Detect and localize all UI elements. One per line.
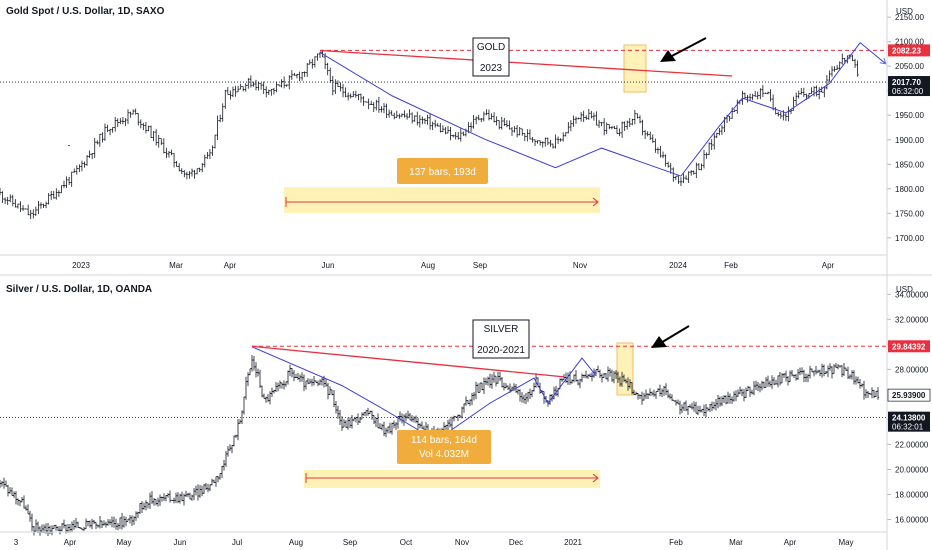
annotation-title: SILVER xyxy=(484,324,519,335)
range-info-text: 114 bars, 164d xyxy=(411,435,477,446)
spike-highlight xyxy=(623,44,647,93)
annotation-box xyxy=(472,319,530,359)
annotation-years: 2023 xyxy=(480,63,503,74)
x-tick-label: Oct xyxy=(400,538,413,547)
range-arrow-head xyxy=(592,473,599,483)
last-price-text: 2017.70 xyxy=(892,78,921,87)
x-tick-label: Sep xyxy=(473,261,488,270)
spike-highlight xyxy=(616,342,634,396)
blue-trend-arrow-head xyxy=(879,57,887,65)
annotation-box xyxy=(472,37,510,77)
y-tick-label: 1700.00 xyxy=(895,234,924,243)
pointer-arrow-head xyxy=(660,50,676,62)
y-tick-label: 2150.00 xyxy=(895,13,924,22)
current-price-text: 25.93900 xyxy=(892,391,926,400)
x-tick-label: Feb xyxy=(669,538,683,547)
y-tick-label: 1950.00 xyxy=(895,111,924,120)
x-tick-label: Apr xyxy=(822,261,835,270)
x-tick-label: Aug xyxy=(421,261,435,270)
y-tick-label: 18.00000 xyxy=(895,490,929,499)
x-tick-label: 2021 xyxy=(564,538,582,547)
blue-trend-path xyxy=(319,41,887,177)
y-tick-label: 20.00000 xyxy=(895,465,929,474)
x-tick-label: Feb xyxy=(724,261,738,270)
y-tick-label: 1850.00 xyxy=(895,160,924,169)
resistance-price-text: 29.84392 xyxy=(892,342,926,351)
x-tick-label: Mar xyxy=(169,261,183,270)
x-tick-label: Jun xyxy=(174,538,187,547)
y-tick-label: 2100.00 xyxy=(895,38,924,47)
candles xyxy=(0,355,880,536)
red-trend-line xyxy=(251,345,565,378)
y-tick-label: 1800.00 xyxy=(895,185,924,194)
x-tick-label: 2024 xyxy=(669,261,687,270)
x-tick-label: Nov xyxy=(573,261,587,270)
currency-label: USD xyxy=(896,7,913,16)
annotation-years: 2020-2021 xyxy=(477,345,525,356)
chart-title: Silver / U.S. Dollar, 1D, OANDA xyxy=(6,284,152,295)
blue-trend-path xyxy=(251,346,597,442)
range-info-text: 137 bars, 193d xyxy=(409,167,476,178)
range-info-box xyxy=(397,430,491,464)
x-tick-label: 2023 xyxy=(72,261,90,270)
x-tick-label: Nov xyxy=(455,538,469,547)
resistance-price-text: 2082.23 xyxy=(892,46,921,55)
x-tick-label: 3 xyxy=(14,538,19,547)
red-trend-line xyxy=(319,49,733,77)
x-tick-label: Mar xyxy=(729,538,743,547)
x-tick-label: Jun xyxy=(322,261,335,270)
y-tick-label: 1750.00 xyxy=(895,209,924,218)
last-price-countdown: 06:32:00 xyxy=(892,87,924,96)
last-price-countdown: 06:32:01 xyxy=(892,423,924,432)
x-tick-label: Jul xyxy=(232,538,242,547)
x-tick-label: Apr xyxy=(64,538,77,547)
y-tick-label: 1900.00 xyxy=(895,136,924,145)
currency-label: USD xyxy=(896,285,913,294)
x-tick-label: Apr xyxy=(224,261,237,270)
silver-chart: Silver / U.S. Dollar, 1D, OANDA USD34.000… xyxy=(0,284,931,547)
pointer-arrow-shaft xyxy=(658,325,690,345)
range-highlight xyxy=(284,187,600,213)
y-tick-label: 2050.00 xyxy=(895,62,924,71)
y-tick-label: 16.00000 xyxy=(895,515,929,524)
x-tick-label: Dec xyxy=(509,538,523,547)
x-tick-label: May xyxy=(116,538,131,547)
last-price-tag xyxy=(888,411,930,432)
range-highlight xyxy=(304,470,600,488)
annotation-title: GOLD xyxy=(477,42,505,53)
y-tick-label: 22.00000 xyxy=(895,440,929,449)
blue-trend-arrow-head xyxy=(589,369,597,377)
pointer-arrow-head xyxy=(651,336,667,348)
gold-chart: Gold Spot / U.S. Dollar, 1D, SAXO USD2150… xyxy=(0,6,930,270)
range-info-box xyxy=(397,158,488,184)
y-tick-label: 32.00000 xyxy=(895,315,929,324)
chart-title: Gold Spot / U.S. Dollar, 1D, SAXO xyxy=(6,6,165,17)
x-tick-label: Aug xyxy=(289,538,303,547)
last-price-text: 24.13800 xyxy=(892,414,926,423)
y-tick-label: 28.00000 xyxy=(895,365,929,374)
resistance-price-tag xyxy=(888,340,930,353)
last-price-tag xyxy=(888,76,930,97)
stray-mark xyxy=(68,145,70,146)
pointer-arrow-shaft xyxy=(667,37,707,59)
y-tick-label: 34.00000 xyxy=(895,290,929,299)
range-info-text: Vol 4.032M xyxy=(419,449,469,460)
candles xyxy=(0,49,859,220)
x-tick-label: Apr xyxy=(784,538,797,547)
range-arrow-head xyxy=(592,197,599,207)
current-price-tag xyxy=(887,388,931,402)
x-tick-label: Sep xyxy=(343,538,358,547)
x-tick-label: May xyxy=(838,538,853,547)
resistance-price-tag xyxy=(888,44,930,57)
